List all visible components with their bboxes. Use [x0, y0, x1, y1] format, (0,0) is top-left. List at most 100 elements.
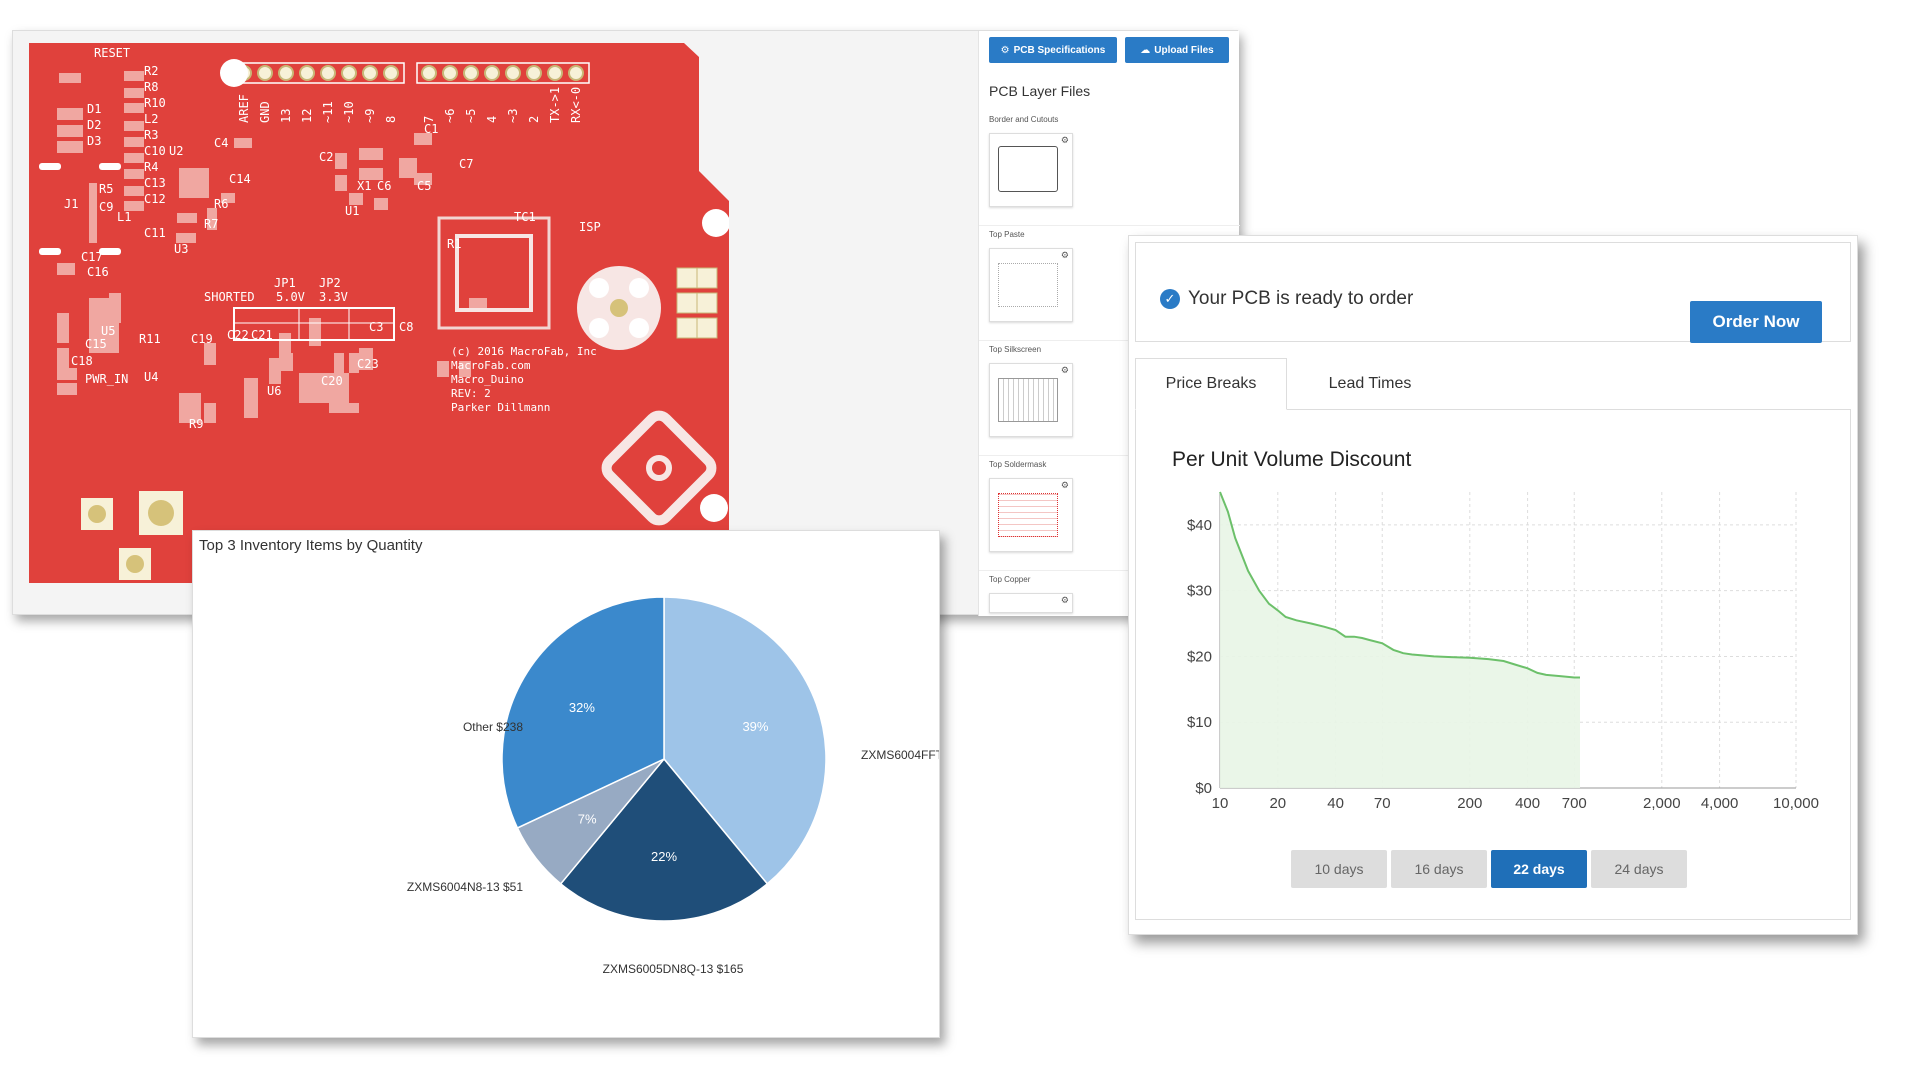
- silkscreen-label: C20: [321, 374, 343, 388]
- smd-pad: [57, 313, 69, 343]
- volume-discount-title: Per Unit Volume Discount: [1172, 448, 1412, 471]
- pcb-slot: [99, 248, 121, 255]
- upload-files-button[interactable]: ☁ Upload Files: [1125, 37, 1229, 63]
- layer-thumbnail[interactable]: ⚙: [989, 248, 1073, 322]
- smd-pad: [124, 71, 144, 81]
- pcb-mount-hole: [700, 494, 728, 522]
- layer-thumbnail[interactable]: ⚙: [989, 363, 1073, 437]
- lead-time-22-days-button[interactable]: 22 days: [1491, 850, 1587, 888]
- header-outline: [416, 62, 590, 84]
- layer-item-top-paste[interactable]: Top Paste ⚙: [979, 226, 1240, 341]
- copyright-line: (c) 2016 MacroFab, Inc: [451, 345, 597, 358]
- layer-item-top-soldermask[interactable]: Top Soldermask ⚙: [979, 456, 1240, 571]
- y-tick-label: $40: [1187, 517, 1212, 534]
- header-pin-label: 12: [300, 109, 314, 123]
- tab-lead-times[interactable]: Lead Times: [1328, 375, 1412, 392]
- smd-pad: [59, 73, 81, 83]
- smd-pad: [335, 175, 347, 191]
- discount-line: [1219, 491, 1580, 679]
- silkscreen-label: C22: [227, 328, 249, 342]
- smd-pad: [335, 153, 347, 169]
- layer-item-top-silkscreen[interactable]: Top Silkscreen ⚙: [979, 341, 1240, 456]
- smd-pad: [57, 263, 75, 275]
- header-pin-label: RX<-0: [569, 87, 583, 123]
- x-tick-label: 200: [1457, 795, 1482, 812]
- lead-time-10-days-button[interactable]: 10 days: [1291, 850, 1387, 888]
- layer-thumbnail[interactable]: ⚙: [989, 133, 1073, 207]
- smd-pad: [234, 138, 252, 148]
- header-pin: [568, 65, 584, 81]
- pie-slice-label: ZXMS6005DN8Q-13 $165: [603, 962, 744, 976]
- smd-pad: [177, 213, 197, 223]
- smd-pad: [124, 121, 144, 131]
- y-tick-label: $30: [1187, 583, 1212, 600]
- layer-thumbnail[interactable]: ⚙: [989, 593, 1073, 613]
- header-pin-label: 7: [422, 116, 436, 123]
- header-pin-label: TX->1: [548, 87, 562, 123]
- smd-pad: [109, 293, 121, 323]
- y-tick-label: $20: [1187, 648, 1212, 665]
- smd-pad: [57, 368, 77, 380]
- gear-icon[interactable]: ⚙: [1060, 365, 1069, 375]
- x-tick-label: 20: [1269, 795, 1286, 812]
- smd-pad: [359, 348, 373, 370]
- smd-pad: [124, 201, 144, 211]
- smd-pad: [124, 169, 144, 179]
- silkscreen-label: R7: [204, 217, 218, 231]
- layer-item-border[interactable]: Border and Cutouts ⚙: [979, 111, 1240, 226]
- pie-slice-label: ZXMS6004FFTA $: [861, 748, 940, 762]
- silkscreen-label: C11: [144, 226, 166, 240]
- order-now-button[interactable]: Order Now: [1690, 301, 1822, 343]
- copyright-line: Parker Dillmann: [451, 401, 550, 414]
- silkscreen-label: C8: [399, 320, 413, 334]
- smd-pad: [179, 393, 201, 423]
- smd-pad: [124, 103, 144, 113]
- ready-to-order-box: ✓ Your PCB is ready to order Order Now: [1135, 242, 1851, 343]
- silkscreen-label: C23: [357, 357, 379, 371]
- x-tick-label: 700: [1562, 795, 1587, 812]
- gear-icon[interactable]: ⚙: [1060, 480, 1069, 490]
- gear-icon[interactable]: ⚙: [1060, 250, 1069, 260]
- silkscreen-label: U6: [267, 384, 281, 398]
- silkscreen-label: C18: [71, 354, 93, 368]
- tab-price-breaks[interactable]: Price Breaks: [1135, 358, 1287, 410]
- header-pin: [341, 65, 357, 81]
- layer-thumbnail[interactable]: ⚙: [989, 478, 1073, 552]
- gear-icon: ⚙: [1000, 44, 1010, 56]
- silkscreen-label: C3: [369, 320, 383, 334]
- silkscreen-label: L2: [144, 112, 158, 126]
- smd-pad: [179, 168, 209, 198]
- gear-icon[interactable]: ⚙: [1060, 595, 1069, 605]
- inventory-pie-chart: 39% ZXMS6004FFTA $ 22% ZXMS6005DN8Q-13 $165…: [407, 596, 940, 976]
- pcb-header-pins: [231, 62, 590, 84]
- pie-slice: [501, 596, 665, 829]
- smd-pad: [269, 358, 281, 384]
- pcb-layers-sidebar: ⚙ PCB Specifications ☁ Upload Files PCB …: [978, 31, 1240, 616]
- smd-pad: [244, 378, 258, 418]
- silkscreen-label: C6: [377, 179, 391, 193]
- pcb-u1-outline: [437, 216, 551, 330]
- silkscreen-label: R6: [214, 197, 228, 211]
- smd-pad: [349, 193, 363, 205]
- header-pin-label: ~5: [464, 109, 478, 123]
- pcb-viewer-panel: RESET R2 R8 R10 L2 R3 C10 R4 C13 C12 L1 C11 D1 D2 D3 U2…: [12, 30, 1240, 616]
- smd-pad: [57, 383, 77, 395]
- silkscreen-label: C5: [417, 179, 431, 193]
- header-pin: [526, 65, 542, 81]
- layer-label: Border and Cutouts: [989, 115, 1059, 124]
- silkscreen-label: C17: [81, 250, 103, 264]
- silkscreen-label: U4: [144, 370, 158, 384]
- copyright-line: MacroFab.com: [451, 359, 531, 372]
- pricing-tabs: Price Breaks Lead Times: [1135, 358, 1851, 410]
- lead-time-24-days-button[interactable]: 24 days: [1591, 850, 1687, 888]
- layer-item-top-copper[interactable]: Top Copper ⚙: [979, 571, 1240, 616]
- pie-slice-label: Other $238: [463, 720, 523, 734]
- pcb-specifications-button[interactable]: ⚙ PCB Specifications: [989, 37, 1117, 63]
- lead-time-16-days-button[interactable]: 16 days: [1391, 850, 1487, 888]
- header-pin: [362, 65, 378, 81]
- gear-icon[interactable]: ⚙: [1060, 135, 1069, 145]
- pie-percent-label: 32%: [569, 700, 595, 715]
- pie-percent-label: 22%: [651, 849, 677, 864]
- pcb-silkscreen-labels: RESETR2R8R10L2R3C10R4C13C12L1C11D1D2D3U2…: [64, 46, 601, 431]
- pie-percent-label: 39%: [742, 719, 768, 734]
